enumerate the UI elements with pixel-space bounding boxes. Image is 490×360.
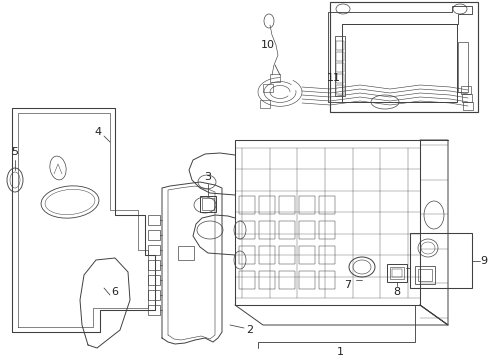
Text: 3: 3 [204, 172, 212, 182]
Bar [239, 246, 255, 264]
Bar [319, 196, 335, 214]
Bar [336, 85, 344, 94]
Text: 5: 5 [11, 147, 19, 157]
Text: 11: 11 [327, 73, 341, 83]
Bar [415, 266, 435, 284]
Bar [387, 264, 407, 282]
Bar [336, 63, 344, 72]
Bar [299, 196, 315, 214]
Text: 1: 1 [337, 347, 343, 357]
Bar [462, 94, 472, 102]
Text: 7: 7 [344, 280, 351, 290]
Bar [319, 221, 335, 239]
Text: 9: 9 [480, 256, 488, 266]
Bar [260, 100, 270, 108]
Bar [342, 24, 457, 102]
Bar [235, 140, 420, 305]
Bar [148, 245, 160, 255]
Bar [299, 271, 315, 289]
Bar [259, 196, 275, 214]
Bar [148, 215, 160, 225]
Bar [463, 102, 473, 110]
Bar [148, 305, 160, 315]
Bar [336, 52, 344, 61]
Bar [279, 271, 295, 289]
Text: 8: 8 [393, 287, 400, 297]
Bar [390, 267, 404, 279]
Bar [239, 196, 255, 214]
Bar [148, 230, 160, 240]
Bar [259, 246, 275, 264]
Text: 6: 6 [112, 287, 119, 297]
Bar [279, 221, 295, 239]
Bar [336, 41, 344, 50]
Bar [178, 246, 194, 260]
Text: 10: 10 [261, 40, 275, 50]
Bar [202, 198, 214, 210]
Bar [299, 246, 315, 264]
Bar [458, 42, 468, 92]
Bar [330, 2, 478, 112]
Bar [299, 221, 315, 239]
Bar [239, 221, 255, 239]
Bar [148, 275, 160, 285]
Bar [279, 196, 295, 214]
Bar [461, 86, 471, 94]
Text: 4: 4 [95, 127, 101, 137]
Bar [335, 36, 345, 96]
Bar [259, 271, 275, 289]
Bar [200, 196, 216, 212]
Bar [410, 233, 472, 288]
Bar [148, 260, 160, 270]
Bar [270, 74, 280, 82]
Bar [336, 74, 344, 83]
Bar [418, 269, 432, 281]
Bar [319, 246, 335, 264]
Bar [259, 221, 275, 239]
Bar [148, 290, 160, 300]
Bar [239, 271, 255, 289]
Text: 2: 2 [246, 325, 253, 335]
Bar [392, 269, 402, 277]
Bar [263, 84, 273, 92]
Bar [319, 271, 335, 289]
Bar [279, 246, 295, 264]
